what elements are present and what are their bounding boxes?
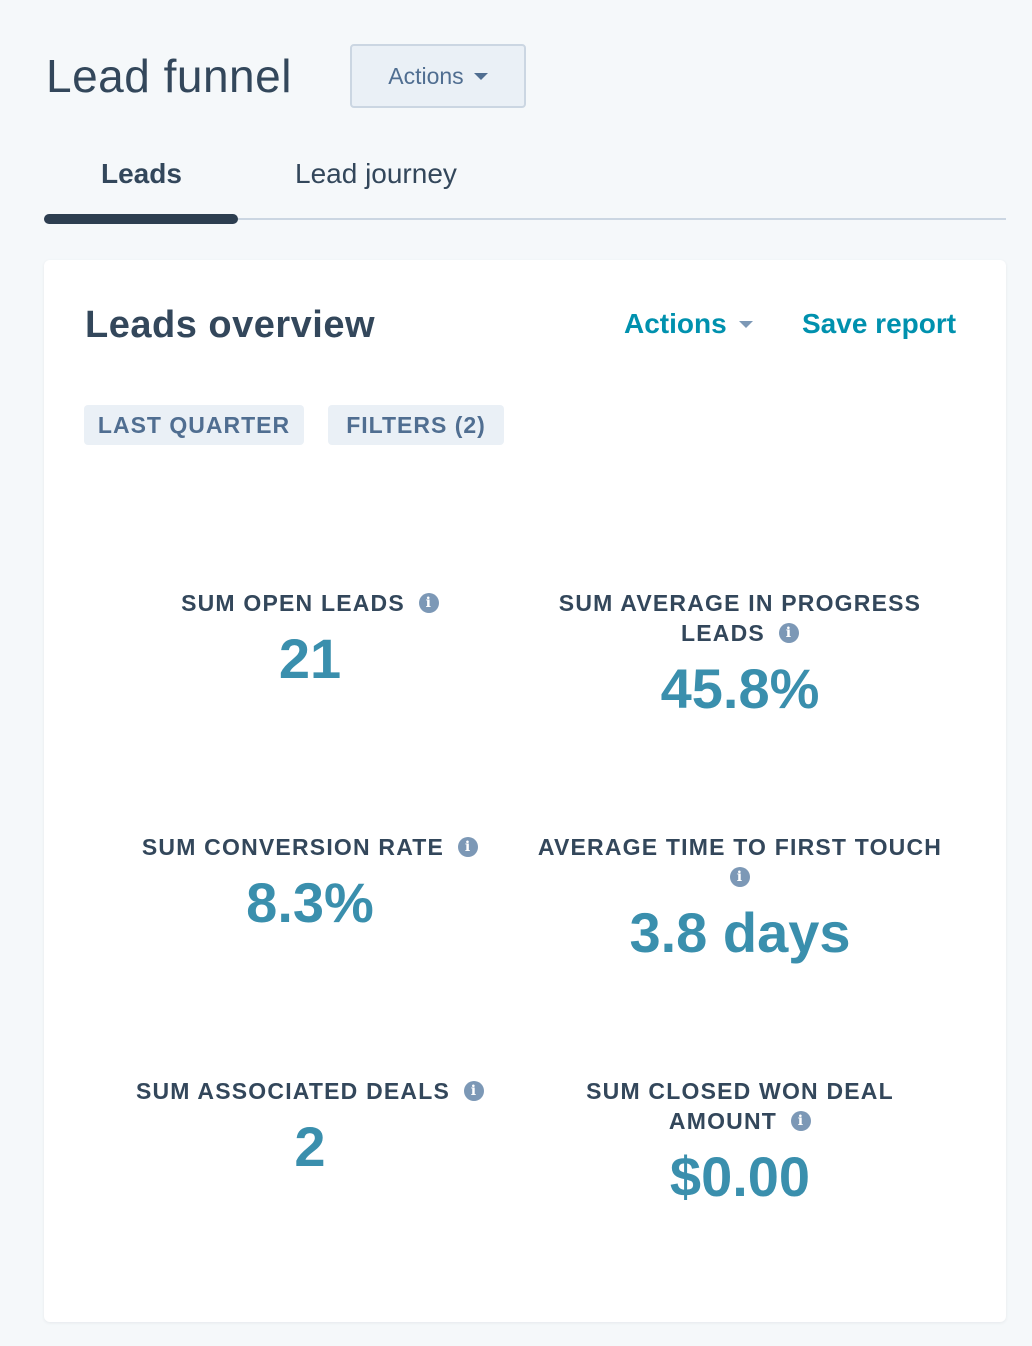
- header-actions-label: Actions: [388, 62, 464, 89]
- info-icon[interactable]: i: [791, 1110, 812, 1131]
- metric-label-text: SUM ASSOCIATED DEALS: [135, 1078, 451, 1104]
- metric-value: 3.8 days: [629, 901, 851, 964]
- card-actions-button[interactable]: Actions: [624, 308, 753, 340]
- card-title: Leads overview: [85, 304, 376, 346]
- tab-bar: Leads Lead journey: [44, 150, 1006, 226]
- metric-associated-deals: SUM ASSOCIATED DEALS i 2: [100, 1076, 520, 1176]
- metric-time-to-first-touch: AVERAGE TIME TO FIRST TOUCH i 3.8 days: [530, 832, 950, 962]
- metric-label-text: SUM CONVERSION RATE: [141, 834, 445, 860]
- page-title: Lead funnel: [46, 50, 292, 102]
- metric-average-in-progress-leads: SUM AVERAGE IN PROGRESS LEADS i 45.8%: [530, 588, 950, 718]
- caret-down-icon: [473, 72, 488, 80]
- metric-label-text: LEADS: [681, 620, 765, 646]
- date-range-chip[interactable]: LAST QUARTER: [84, 405, 304, 445]
- active-tab-indicator: [44, 214, 238, 224]
- tab-lead-journey[interactable]: Lead journey: [295, 158, 457, 189]
- tab-leads[interactable]: Leads: [101, 158, 182, 189]
- metric-label: SUM CLOSED WON DEAL AMOUNT i: [530, 1076, 950, 1136]
- metric-label: SUM CONVERSION RATE i: [100, 832, 520, 862]
- info-icon[interactable]: i: [778, 622, 799, 643]
- header-actions-button[interactable]: Actions: [349, 44, 526, 108]
- filters-chip[interactable]: FILTERS (2): [328, 405, 504, 445]
- caret-down-icon: [738, 320, 753, 328]
- metric-label-text: SUM AVERAGE IN PROGRESS: [558, 590, 922, 616]
- metric-label: SUM ASSOCIATED DEALS i: [100, 1076, 520, 1106]
- info-icon[interactable]: i: [464, 1080, 485, 1101]
- metric-label-text: SUM OPEN LEADS: [181, 590, 405, 616]
- metric-value: 8.3%: [246, 871, 374, 934]
- info-icon[interactable]: i: [458, 836, 479, 857]
- metric-label-text: SUM CLOSED WON DEAL: [586, 1078, 894, 1104]
- metric-value: $0.00: [669, 1145, 811, 1208]
- metric-label: SUM OPEN LEADS i: [100, 588, 520, 618]
- info-icon[interactable]: i: [418, 592, 439, 613]
- page-header: Lead funnel Actions: [46, 44, 526, 108]
- metric-label-text: AVERAGE TIME TO FIRST TOUCH: [537, 834, 943, 860]
- tab-baseline: [44, 218, 1006, 220]
- metric-conversion-rate: SUM CONVERSION RATE i 8.3%: [100, 832, 520, 932]
- leads-overview-card: Leads overview Actions Save report LAST …: [44, 260, 1006, 1322]
- metric-open-leads: SUM OPEN LEADS i 21: [100, 588, 520, 688]
- metric-label: SUM AVERAGE IN PROGRESS LEADS i: [530, 588, 950, 648]
- metric-value: 45.8%: [660, 657, 820, 720]
- metric-value: 21: [278, 627, 342, 690]
- metric-value: 2: [294, 1115, 326, 1178]
- save-report-button[interactable]: Save report: [802, 308, 957, 339]
- metric-closed-won-deal-amount: SUM CLOSED WON DEAL AMOUNT i $0.00: [530, 1076, 950, 1206]
- metric-label: AVERAGE TIME TO FIRST TOUCH i: [530, 832, 950, 892]
- card-actions-label: Actions: [624, 308, 727, 339]
- info-icon[interactable]: i: [730, 866, 750, 887]
- metric-label-text: AMOUNT: [668, 1108, 778, 1134]
